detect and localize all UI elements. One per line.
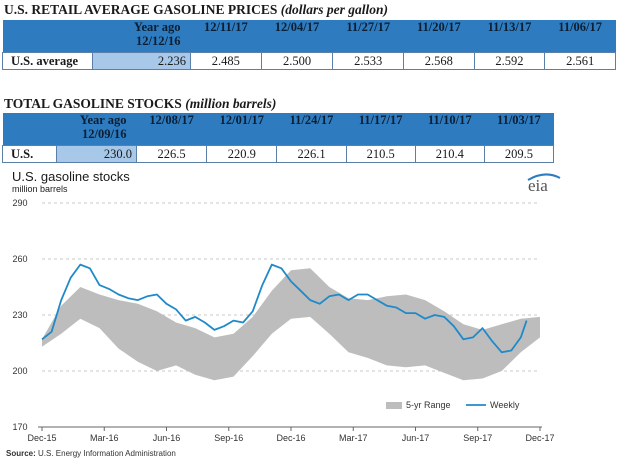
- prices-row-label: U.S. average: [2, 52, 93, 70]
- legend-weekly-label: Weekly: [490, 400, 520, 410]
- range-band-area: [42, 268, 540, 381]
- gasoline-stocks-chart: U.S. gasoline stocks million barrels eia…: [6, 169, 561, 458]
- chart-title: U.S. gasoline stocks: [12, 169, 130, 184]
- x-tick-label: Jun-17: [402, 433, 430, 443]
- stocks-table: Year ago 12/09/16 12/08/17 12/01/17 11/2…: [2, 113, 555, 163]
- five-year-range-band: [42, 268, 540, 381]
- chart-legend: 5-yr Range Weekly: [386, 400, 520, 410]
- prices-data-row: U.S. average 2.236 2.485 2.500 2.533 2.5…: [2, 52, 616, 70]
- stocks-date-header: 12/08/17: [136, 113, 207, 146]
- stocks-value-cell: 209.5: [483, 145, 555, 163]
- x-tick-label: Sep-17: [463, 433, 492, 443]
- prices-date-header: 11/13/17: [474, 20, 545, 53]
- prices-value-cell: 2.561: [544, 52, 616, 70]
- stocks-value-cell: 220.9: [206, 145, 278, 163]
- stocks-section-title: TOTAL GASOLINE STOCKS (million barrels): [4, 96, 276, 112]
- x-tick-label: Mar-16: [90, 433, 119, 443]
- weekly-line: [41, 263, 528, 354]
- stocks-header-row: Year ago 12/09/16 12/08/17 12/01/17 11/2…: [2, 113, 554, 146]
- stocks-value-cell: 226.1: [276, 145, 347, 163]
- prices-date-header: 11/27/17: [332, 20, 404, 53]
- legend-range-swatch: [386, 402, 402, 409]
- stocks-year-ago-label: Year ago: [79, 113, 127, 127]
- prices-date-header: 12/11/17: [190, 20, 262, 53]
- eia-logo-text: eia: [528, 176, 548, 195]
- stocks-title-unit: (million barrels): [185, 96, 277, 111]
- x-axis: Dec-15 Mar-16 Jun-16 Sep-16 Dec-16 Mar-17 Jun-…: [27, 426, 555, 443]
- x-tick-label: Sep-16: [214, 433, 243, 443]
- prices-value-cell: 2.568: [403, 52, 475, 70]
- prices-year-ago-label: Year ago: [133, 20, 181, 34]
- prices-title-unit: (dollars per gallon): [280, 2, 388, 17]
- prices-year-ago-header: Year ago 12/12/16: [92, 20, 191, 53]
- stocks-year-ago-date: 12/09/16: [82, 127, 127, 141]
- prices-date-header: 11/20/17: [403, 20, 475, 53]
- stocks-value-cell: 226.5: [135, 145, 208, 163]
- eia-logo: eia: [527, 173, 561, 195]
- stocks-date-header: 12/01/17: [206, 113, 277, 146]
- x-tick-label: Jun-16: [153, 433, 181, 443]
- x-tick-label: Mar-17: [339, 433, 368, 443]
- y-axis: 170 200 230 260 290: [12, 198, 27, 432]
- prices-header-row: Year ago 12/12/16 12/11/17 12/04/17 11/2…: [2, 20, 616, 53]
- prices-year-ago-date: 12/12/16: [136, 34, 181, 48]
- chart-source-text: U.S. Energy Information Administration: [36, 449, 176, 458]
- prices-value-cell: 2.592: [473, 52, 546, 70]
- stocks-year-ago-value: 230.0: [56, 145, 137, 163]
- prices-date-header: 11/06/17: [544, 20, 616, 53]
- eia-logo-swoosh: [527, 173, 561, 181]
- stocks-value-cell: 210.5: [345, 145, 416, 163]
- prices-section-title: U.S. RETAIL AVERAGE GASOLINE PRICES (dol…: [4, 2, 388, 18]
- y-tick-label: 200: [12, 366, 27, 376]
- prices-value-cell: 2.533: [332, 52, 405, 70]
- stocks-date-header: 11/03/17: [484, 113, 554, 146]
- prices-date-header: 12/04/17: [261, 20, 333, 53]
- stocks-data-row: U.S. 230.0 226.5 220.9 226.1 210.5 210.4…: [2, 145, 555, 163]
- x-tick-label: Dec-16: [276, 433, 305, 443]
- stocks-date-header: 11/24/17: [276, 113, 347, 146]
- chart-subtitle: million barrels: [12, 184, 68, 194]
- x-tick-label: Dec-15: [27, 433, 56, 443]
- chart-source: Source: U.S. Energy Information Administ…: [6, 449, 176, 458]
- y-tick-label: 290: [12, 198, 27, 208]
- legend-range-label: 5-yr Range: [406, 400, 451, 410]
- prices-title-main: U.S. RETAIL AVERAGE GASOLINE PRICES: [4, 2, 278, 17]
- y-tick-label: 230: [12, 310, 27, 320]
- prices-header-blank: [2, 20, 93, 53]
- stocks-year-ago-header: Year ago 12/09/16: [56, 113, 137, 146]
- weekly-series: [41, 263, 528, 354]
- stocks-row-label: U.S.: [2, 145, 57, 163]
- stocks-value-cell: 210.4: [414, 145, 485, 163]
- prices-year-ago-value: 2.236: [92, 52, 191, 70]
- stocks-header-blank: [2, 113, 57, 146]
- prices-value-cell: 2.485: [190, 52, 262, 70]
- stocks-date-header: 11/17/17: [346, 113, 416, 146]
- prices-value-cell: 2.500: [260, 52, 334, 70]
- x-tick-label: Dec-17: [525, 433, 554, 443]
- stocks-date-header: 11/10/17: [415, 113, 485, 146]
- y-tick-label: 260: [12, 254, 27, 264]
- y-tick-label: 170: [12, 422, 27, 432]
- stocks-title-main: TOTAL GASOLINE STOCKS: [4, 96, 182, 111]
- prices-table: Year ago 12/12/16 12/11/17 12/04/17 11/2…: [2, 20, 616, 70]
